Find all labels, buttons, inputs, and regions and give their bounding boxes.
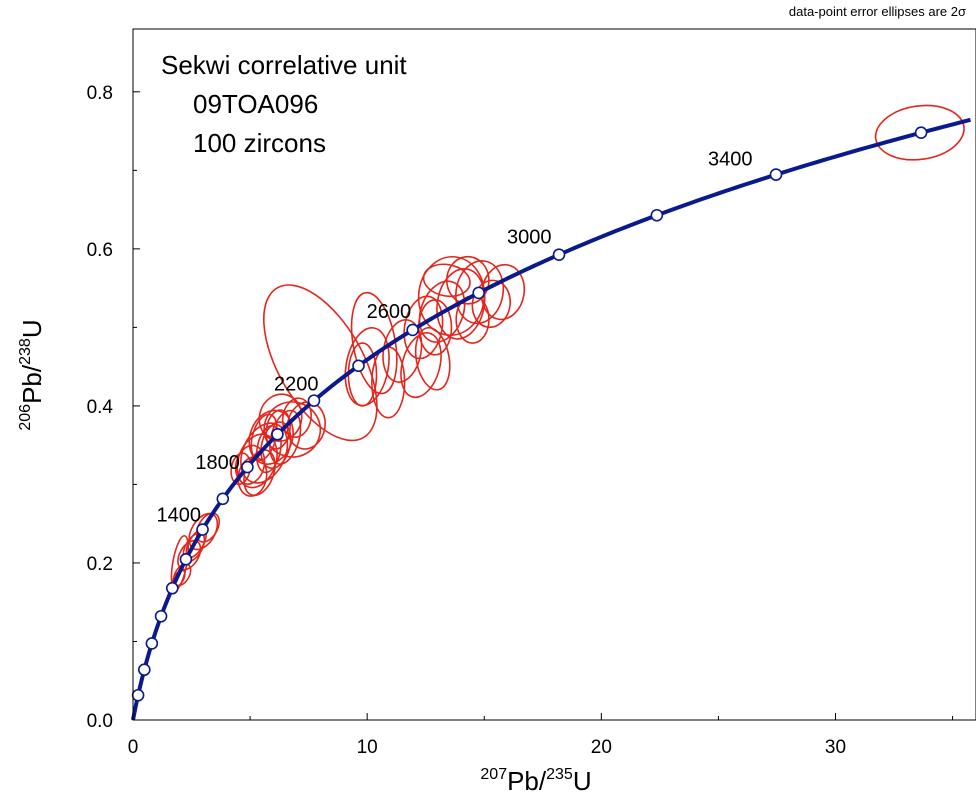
x-tick-label: 10 xyxy=(357,737,378,758)
error-ellipse-10 xyxy=(414,326,451,391)
error-ellipse-8 xyxy=(400,332,442,399)
age-marker-2200 xyxy=(307,394,321,407)
age-marker-2000 xyxy=(271,428,284,441)
plot-frame xyxy=(132,28,976,721)
age-label-1400: 1400 xyxy=(157,505,202,527)
annotation-line-1: Sekwi correlative unit xyxy=(161,50,407,80)
error-ellipse-15 xyxy=(471,279,511,329)
age-marker-3600 xyxy=(914,126,928,139)
x-tick-label: 0 xyxy=(128,737,139,758)
age-marker-3000 xyxy=(552,248,566,261)
y-tick-label: 0.8 xyxy=(87,83,113,104)
x-axis: 0 10 20 30 xyxy=(128,713,954,758)
error-ellipse-36 xyxy=(250,413,278,462)
y-tick-label: 0.6 xyxy=(87,240,113,261)
x-tick-label: 20 xyxy=(591,737,612,758)
error-ellipse-1 xyxy=(874,104,965,161)
age-marker-1600 xyxy=(216,492,230,506)
age-label-2200: 2200 xyxy=(274,374,319,396)
error-ellipse-34 xyxy=(281,397,312,438)
error-ellipse-39 xyxy=(195,512,221,543)
age-marker-800 xyxy=(154,609,168,623)
age-marker-3200 xyxy=(650,208,664,222)
age-markers xyxy=(131,126,928,702)
age-marker-2800 xyxy=(472,286,485,300)
age-marker-400 xyxy=(138,663,151,677)
error-ellipse-14 xyxy=(455,260,505,325)
age-labels: 1400 1800 2200 2600 3000 3400 xyxy=(157,149,753,527)
annotation-line-2: 09TOA096 xyxy=(193,89,318,119)
age-marker-1800 xyxy=(241,460,254,474)
age-marker-600 xyxy=(145,637,159,650)
age-label-3400: 3400 xyxy=(708,149,753,171)
error-ellipse-33 xyxy=(265,409,292,450)
error-ellipses xyxy=(170,104,965,591)
error-ellipse-29 xyxy=(255,425,282,474)
age-marker-1200 xyxy=(179,553,193,566)
x-axis-label: 207Pb/235U xyxy=(480,766,591,796)
y-tick-label: 0.2 xyxy=(87,554,113,575)
sample-annotation: Sekwi correlative unit 09TOA096 100 zirc… xyxy=(161,50,407,158)
age-marker-2600 xyxy=(406,323,419,337)
age-label-2600: 2600 xyxy=(367,301,412,323)
age-marker-1000 xyxy=(165,581,179,595)
y-tick-label: 0.4 xyxy=(87,397,114,418)
error-ellipse-19 xyxy=(445,255,490,305)
age-marker-1400 xyxy=(196,523,209,536)
y-axis-label: 206Pb/238U xyxy=(17,319,47,430)
chart-note: data-point error ellipses are 2σ xyxy=(789,4,966,19)
age-marker-2400 xyxy=(352,359,365,373)
error-ellipse-9 xyxy=(403,295,444,360)
age-marker-3400 xyxy=(769,168,783,181)
y-axis: 0.0 0.2 0.4 0.6 0.8 xyxy=(87,83,140,732)
x-tick-label: 30 xyxy=(825,737,846,758)
error-ellipse-2 xyxy=(262,284,378,442)
age-label-1800: 1800 xyxy=(195,452,240,474)
error-ellipse-20 xyxy=(422,263,471,298)
annotation-line-3: 100 zircons xyxy=(193,128,326,158)
error-ellipse-17 xyxy=(418,280,466,343)
age-marker-200 xyxy=(131,688,145,702)
age-label-3000: 3000 xyxy=(507,227,551,249)
y-tick-label: 0.0 xyxy=(87,711,113,732)
